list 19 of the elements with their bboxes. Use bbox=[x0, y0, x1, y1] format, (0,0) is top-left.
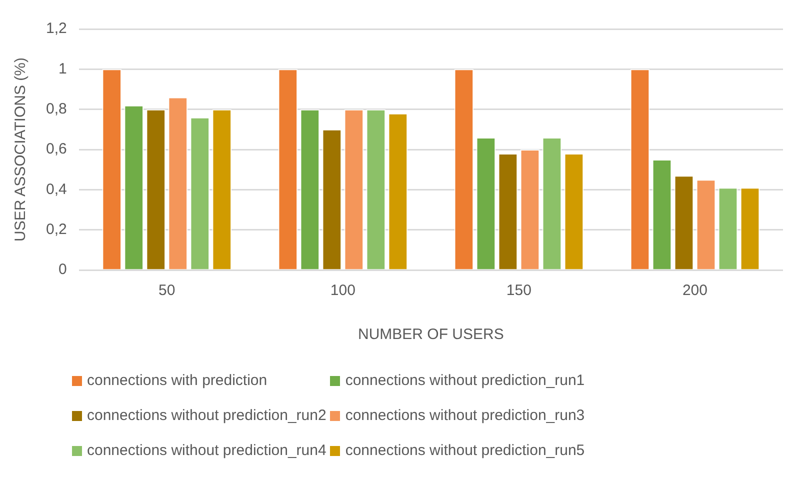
y-tick-label: 0,4 bbox=[46, 180, 67, 198]
legend-label: connections without prediction_run1 bbox=[345, 372, 585, 389]
y-tick-label: 0,2 bbox=[46, 220, 67, 238]
x-axis-title: NUMBER OF USERS bbox=[358, 326, 504, 344]
y-tick-label: 0,8 bbox=[46, 100, 67, 118]
y-tick-label: 1 bbox=[58, 60, 67, 78]
y-tick-label: 0 bbox=[58, 261, 67, 278]
legend-label: connections without prediction_run3 bbox=[345, 407, 585, 424]
x-tick-label: 150 bbox=[506, 282, 532, 300]
x-tick-label: 100 bbox=[330, 282, 356, 300]
y-axis-title: USER ASSOCIATIONS (%) bbox=[12, 58, 30, 242]
legend-label: connections without prediction_run5 bbox=[345, 442, 585, 459]
legend-label: connections with prediction bbox=[87, 372, 268, 389]
legend-label: connections without prediction_run2 bbox=[87, 407, 326, 424]
legend-label: connections without prediction_run4 bbox=[87, 442, 326, 459]
x-tick-label: 200 bbox=[682, 282, 708, 300]
x-tick-label: 50 bbox=[158, 282, 176, 300]
y-tick-label: 0,6 bbox=[46, 140, 67, 158]
y-tick-label: 1,2 bbox=[46, 20, 67, 38]
